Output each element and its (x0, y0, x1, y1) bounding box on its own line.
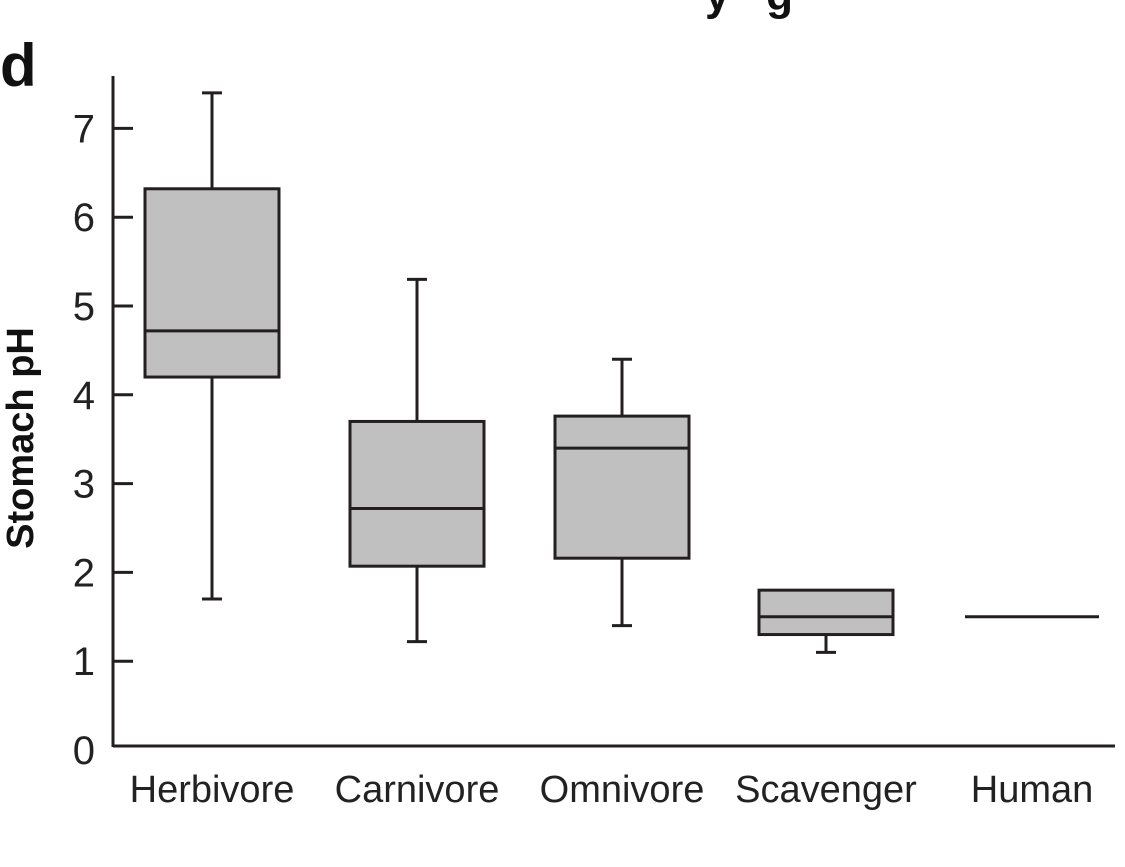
x-category-label-carnivore: Carnivore (335, 769, 500, 811)
y-tick-label: 7 (73, 107, 95, 151)
box-scavenger (757, 588, 895, 654)
y-axis-label: Stomach pH (0, 327, 42, 549)
x-axis-category-labels: Herbivore Carnivore Omnivore Scavenger Human (130, 769, 1094, 811)
iqr-box (143, 187, 281, 379)
y-tick-label: 5 (73, 285, 95, 329)
x-category-label-herbivore: Herbivore (130, 769, 295, 811)
iqr-box (348, 419, 486, 568)
y-tick-label: 0 (73, 729, 95, 773)
chart-title-fragment: y g (705, 0, 793, 20)
y-axis-ticks: 0 1 2 3 4 5 6 7 (73, 107, 133, 773)
x-category-label-scavenger: Scavenger (735, 769, 917, 811)
y-tick-label: 1 (73, 640, 95, 684)
y-tick-label: 2 (73, 551, 95, 595)
x-category-label-human: Human (971, 769, 1094, 811)
iqr-box (757, 588, 895, 637)
box-carnivore (348, 277, 486, 644)
y-tick-label: 6 (73, 196, 95, 240)
box-series (143, 91, 1099, 654)
panel-label: d (0, 32, 37, 99)
x-category-label-omnivore: Omnivore (540, 769, 705, 811)
y-tick-label: 4 (73, 374, 95, 418)
box-omnivore (553, 357, 691, 628)
iqr-box (553, 414, 691, 560)
box-herbivore (143, 91, 281, 601)
y-tick-label: 3 (73, 463, 95, 507)
